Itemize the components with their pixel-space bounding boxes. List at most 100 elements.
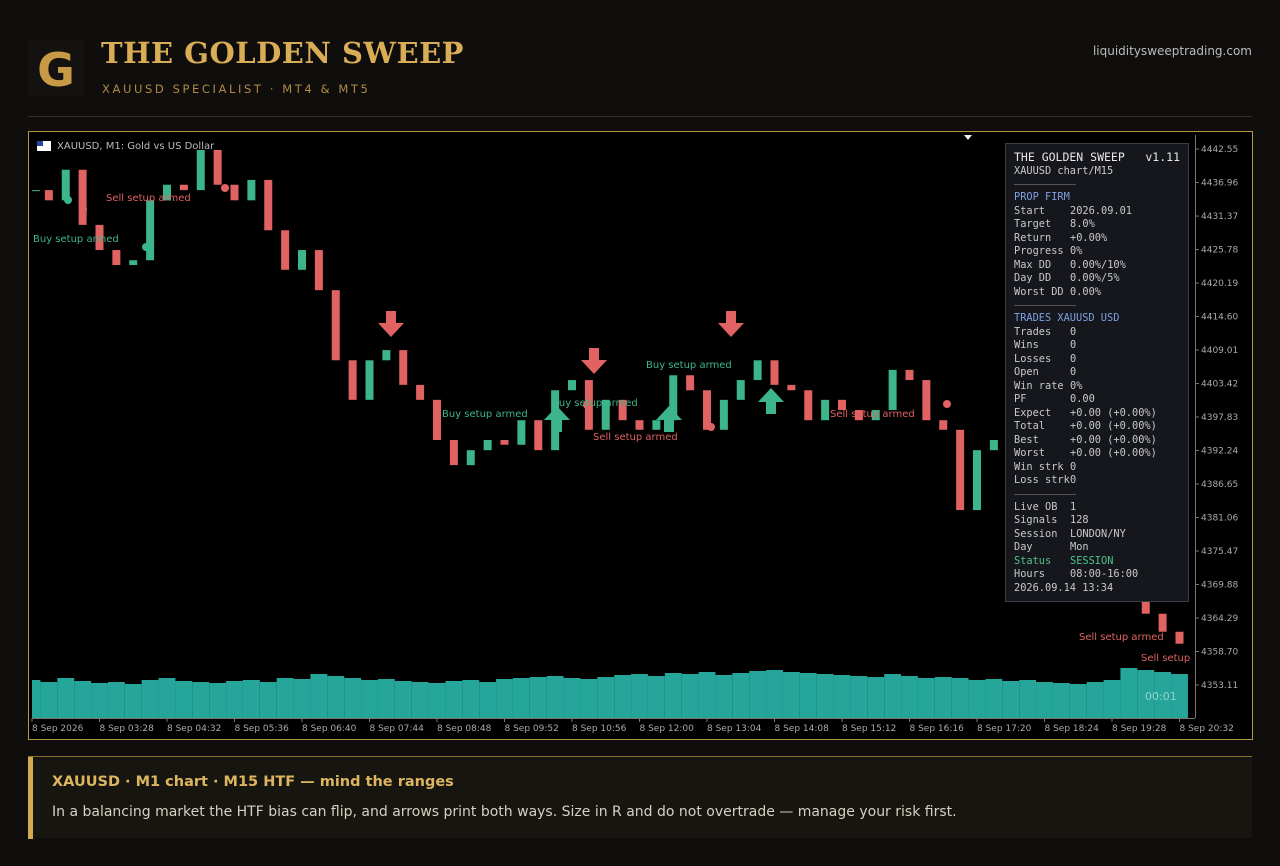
volume-bar [563, 678, 581, 718]
panel-row: Trades 0 [1014, 326, 1180, 340]
panel-version: v1.11 [1145, 150, 1180, 164]
candle [686, 375, 695, 391]
panel-value: SESSION [1070, 554, 1114, 567]
volume-bar [816, 674, 834, 718]
volume-bar [715, 675, 733, 718]
candle [719, 399, 728, 430]
volume-bar [799, 673, 817, 718]
candle [230, 184, 239, 201]
panel-row: Return +0.00% [1014, 232, 1180, 246]
panel-value: +0.00% [1070, 231, 1108, 244]
volume-bar [546, 676, 564, 718]
logo: G [28, 40, 84, 96]
volume-bar [141, 680, 159, 718]
panel-label: Wins [1014, 339, 1039, 351]
volume-bar [985, 679, 1003, 718]
y-tick-label: 4425.78 [1201, 246, 1238, 256]
signal-arrow [581, 348, 607, 374]
volume-bar [664, 673, 682, 718]
candle [669, 375, 678, 421]
x-tick-label: 8 Sep 13:04 [707, 724, 762, 734]
candle [365, 360, 374, 400]
signal-dot [583, 401, 591, 409]
volume-bar [1069, 684, 1087, 718]
panel-label: Open [1014, 366, 1039, 378]
panel-value: 0.00% [1070, 285, 1101, 298]
panel-label: Day DD [1014, 272, 1052, 284]
panel-value: 0 [1070, 352, 1077, 365]
site-link[interactable]: liquiditysweeptrading.com [1092, 44, 1252, 58]
volume-bar [1036, 682, 1053, 718]
panel-value: 1 [1070, 500, 1077, 513]
note-accent [28, 757, 33, 839]
volume-bar [1103, 680, 1121, 718]
volume-bar [698, 672, 716, 718]
panel-label: Progress [1014, 245, 1064, 257]
x-tick-label: 8 Sep 04:32 [167, 724, 221, 734]
candle [500, 439, 509, 445]
candle [61, 169, 70, 201]
volume-bar [175, 681, 193, 718]
panel-value: 0.00 [1070, 393, 1095, 405]
candle [483, 439, 492, 451]
svg-text:G: G [37, 43, 75, 96]
flag-icon [37, 141, 51, 151]
volume-bar [782, 672, 800, 718]
x-tick-label: 8 Sep 19:28 [1112, 724, 1167, 734]
volume-bar [901, 676, 918, 718]
panel-value: 0% [1070, 245, 1083, 257]
panel-value: 0.00%/10% [1070, 258, 1126, 271]
x-tick-label: 8 Sep 06:40 [302, 724, 357, 734]
candle [179, 184, 188, 191]
y-tick-label: 4414.60 [1201, 313, 1238, 323]
chart-symbol: XAUUSD, M1: Gold vs US Dollar [57, 141, 215, 152]
panel-label: Target [1014, 218, 1052, 230]
panel-label: Signals [1014, 514, 1058, 526]
candle [449, 439, 458, 466]
volume-bar [968, 680, 986, 718]
shift-marker [964, 135, 972, 140]
candle [787, 384, 796, 391]
panel-label: Session [1014, 527, 1058, 540]
panel-value: 0 [1070, 339, 1077, 351]
panel-separator [1014, 493, 1076, 495]
candle [568, 380, 576, 391]
panel-row: Win strk 0 [1014, 461, 1180, 475]
signal-arrow [758, 388, 784, 414]
y-tick-label: 4409.01 [1201, 346, 1238, 356]
volume-bar [1086, 682, 1104, 718]
panel-value: 0 [1070, 325, 1077, 338]
x-tick-label: 8 Sep 15:12 [842, 724, 896, 734]
volume-bar [310, 674, 328, 718]
volume-bar [377, 679, 395, 718]
panel-value: +0.00 (+0.00%) [1070, 433, 1157, 446]
candle [382, 350, 391, 361]
candle [838, 399, 846, 411]
bar-timer: 00:01 [1145, 690, 1177, 703]
panel-row: Progress 0% [1014, 245, 1180, 259]
x-tick-label: 8 Sep 20:32 [1180, 724, 1234, 734]
volume-bar [74, 681, 92, 718]
candle [939, 420, 948, 430]
volume-bar [158, 678, 176, 718]
candle [922, 380, 931, 421]
panel-row: Best +0.00 (+0.00%) [1014, 434, 1180, 448]
volume-bar [344, 678, 362, 718]
candle [146, 200, 155, 261]
candle [989, 439, 998, 451]
candle [770, 360, 779, 385]
volume-bar [107, 682, 125, 718]
x-tick-label: 8 Sep 16:16 [910, 724, 965, 734]
candle [1175, 631, 1184, 644]
candle [331, 290, 340, 361]
annotation: Sell setup armed [593, 432, 678, 443]
y-tick-label: 4420.19 [1201, 279, 1238, 289]
panel-row: Loss strk 0 [1014, 474, 1180, 488]
volume-bar [681, 674, 699, 718]
panel-value: +0.00 (+0.00%) [1070, 420, 1157, 432]
volume-bar [884, 674, 902, 718]
y-tick-label: 4375.47 [1201, 547, 1238, 557]
panel-label: Worst [1014, 447, 1045, 459]
panel-row: Session LONDON/NY [1014, 528, 1180, 542]
volume-bar [192, 682, 210, 718]
